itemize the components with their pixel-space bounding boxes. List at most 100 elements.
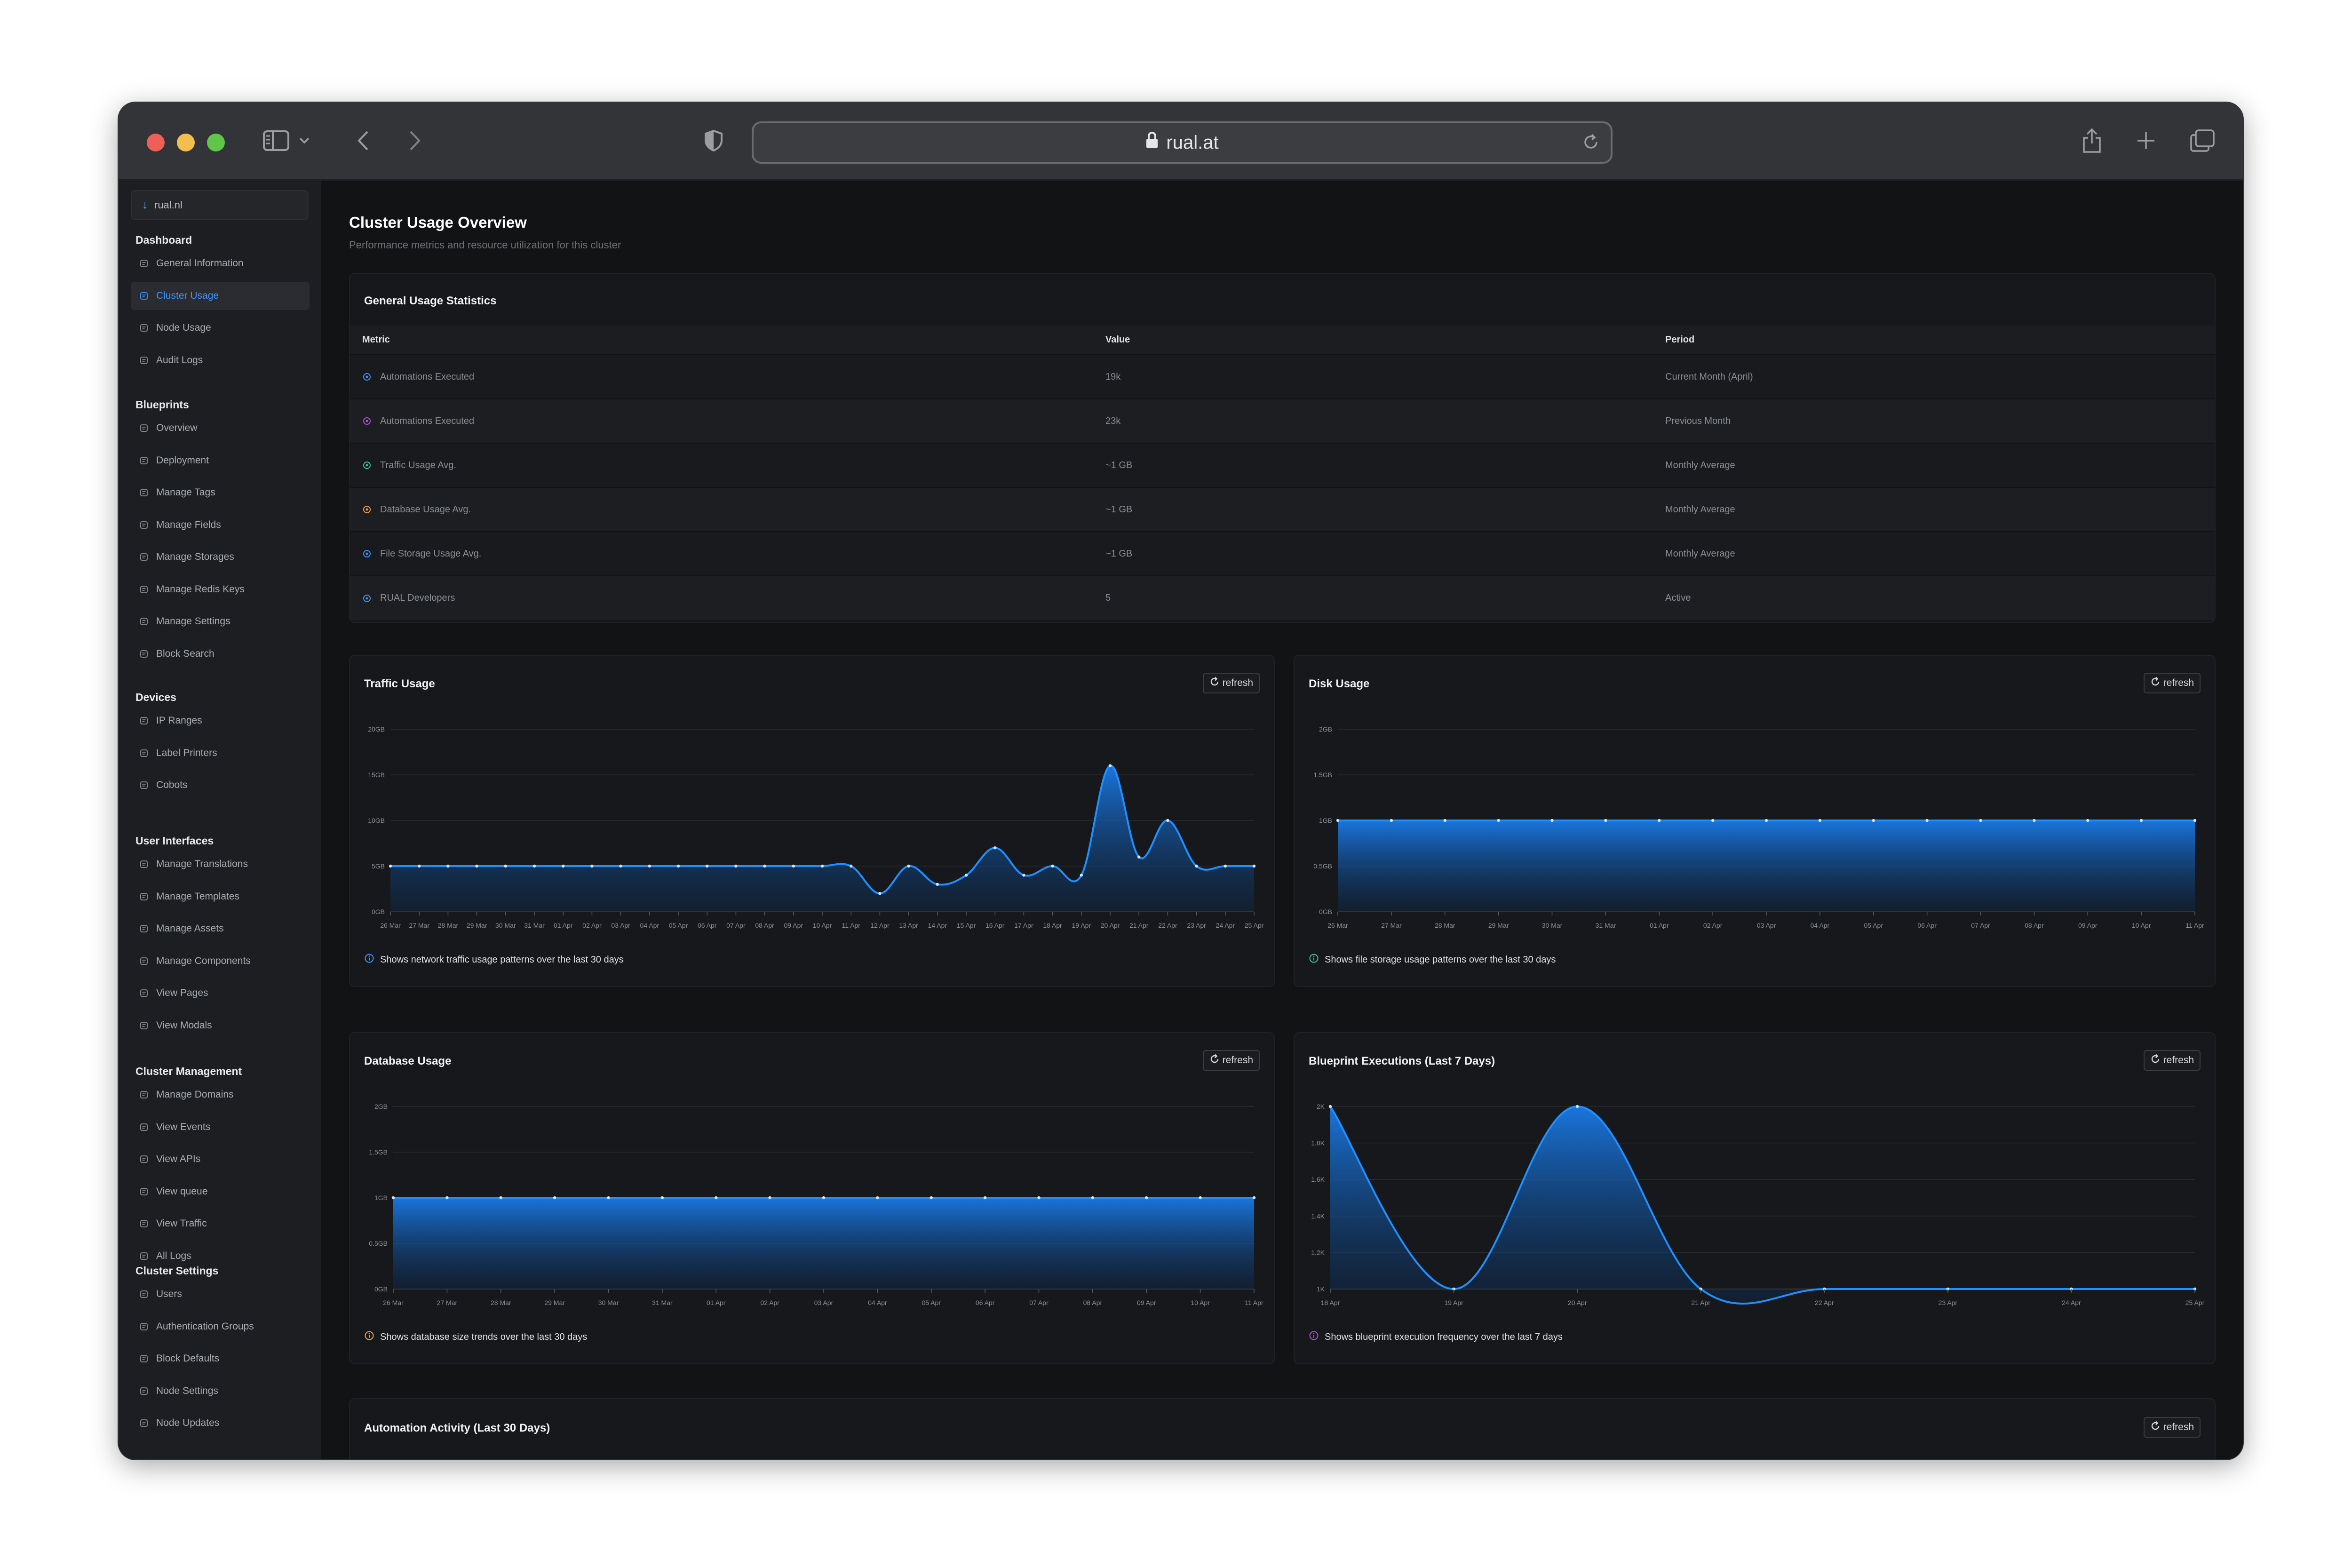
sidebar-item-node-updates[interactable]: Node Updates: [131, 1409, 310, 1437]
tabs-overview-icon[interactable]: [2188, 124, 2217, 157]
data-point[interactable]: [1550, 819, 1554, 822]
sidebar-item-manage-assets[interactable]: Manage Assets: [131, 915, 310, 943]
data-point[interactable]: [1497, 819, 1500, 822]
data-point[interactable]: [1224, 864, 1227, 868]
data-point[interactable]: [1328, 1105, 1332, 1108]
data-point[interactable]: [676, 864, 680, 868]
refresh-button[interactable]: refresh: [2143, 673, 2201, 693]
data-point[interactable]: [1711, 819, 1715, 822]
sidebar-item-view-events[interactable]: View Events: [131, 1113, 310, 1141]
data-point[interactable]: [475, 864, 478, 868]
sidebar-item-all-logs[interactable]: All Logs: [131, 1242, 310, 1270]
sidebar-item-authentication-groups[interactable]: Authentication Groups: [131, 1313, 310, 1341]
data-point[interactable]: [763, 864, 766, 868]
forward-icon[interactable]: [405, 124, 424, 157]
data-point[interactable]: [660, 1196, 664, 1200]
reload-icon[interactable]: [1581, 132, 1600, 157]
data-point[interactable]: [607, 1196, 610, 1200]
data-point[interactable]: [850, 864, 853, 868]
address-bar[interactable]: rual.at: [752, 121, 1613, 164]
data-point[interactable]: [1195, 864, 1198, 868]
data-point[interactable]: [993, 846, 997, 850]
data-point[interactable]: [1199, 1196, 1202, 1200]
refresh-button[interactable]: refresh: [2143, 1050, 2201, 1071]
refresh-button[interactable]: refresh: [2143, 1417, 2201, 1438]
data-point[interactable]: [876, 1196, 879, 1200]
sidebar-item-manage-settings[interactable]: Manage Settings: [131, 607, 310, 636]
data-point[interactable]: [391, 1196, 395, 1200]
data-point[interactable]: [504, 864, 507, 868]
data-point[interactable]: [936, 883, 939, 886]
data-point[interactable]: [1166, 819, 1169, 822]
data-point[interactable]: [878, 892, 882, 895]
data-point[interactable]: [532, 864, 536, 868]
sidebar-item-view-pages[interactable]: View Pages: [131, 979, 310, 1007]
data-point[interactable]: [445, 1196, 449, 1200]
sidebar-item-view-traffic[interactable]: View Traffic: [131, 1210, 310, 1238]
data-point[interactable]: [820, 864, 824, 868]
sidebar-item-cluster-usage[interactable]: Cluster Usage: [131, 281, 310, 310]
minimize-window-button[interactable]: [177, 134, 195, 151]
close-window-button[interactable]: [147, 134, 165, 151]
refresh-button[interactable]: refresh: [1202, 673, 1260, 693]
data-point[interactable]: [389, 864, 392, 868]
maximize-window-button[interactable]: [207, 134, 225, 151]
data-point[interactable]: [1051, 864, 1054, 868]
data-point[interactable]: [562, 864, 565, 868]
data-point[interactable]: [2086, 819, 2090, 822]
sidebar-item-manage-translations[interactable]: Manage Translations: [131, 850, 310, 878]
data-point[interactable]: [2193, 819, 2197, 822]
data-point[interactable]: [446, 864, 450, 868]
data-point[interactable]: [715, 1196, 718, 1200]
sidebar-item-label-printers[interactable]: Label Printers: [131, 739, 310, 767]
data-point[interactable]: [1336, 819, 1340, 822]
data-point[interactable]: [983, 1196, 987, 1200]
data-point[interactable]: [619, 864, 622, 868]
sidebar-item-manage-templates[interactable]: Manage Templates: [131, 883, 310, 911]
sidebar-item-node-settings[interactable]: Node Settings: [131, 1377, 310, 1405]
sidebar-item-manage-domains[interactable]: Manage Domains: [131, 1081, 310, 1109]
sidebar-item-audit-logs[interactable]: Audit Logs: [131, 346, 310, 374]
share-icon[interactable]: [2080, 124, 2104, 157]
sidebar-item-users[interactable]: Users: [131, 1280, 310, 1308]
data-point[interactable]: [1604, 819, 1607, 822]
sidebar-item-ip-ranges[interactable]: IP Ranges: [131, 707, 310, 735]
shield-icon[interactable]: [702, 124, 725, 157]
sidebar-item-manage-tags[interactable]: Manage Tags: [131, 478, 310, 507]
data-point[interactable]: [499, 1196, 502, 1200]
data-point[interactable]: [1145, 1196, 1148, 1200]
data-point[interactable]: [1390, 819, 1393, 822]
chevron-down-icon[interactable]: [297, 124, 311, 157]
data-point[interactable]: [1979, 819, 1982, 822]
data-point[interactable]: [1037, 1196, 1041, 1200]
sidebar-item-view-apis[interactable]: View APIs: [131, 1145, 310, 1173]
data-point[interactable]: [768, 1196, 771, 1200]
sidebar-item-block-defaults[interactable]: Block Defaults: [131, 1345, 310, 1373]
data-point[interactable]: [1091, 1196, 1095, 1200]
data-point[interactable]: [1925, 819, 1929, 822]
sidebar-item-manage-components[interactable]: Manage Components: [131, 947, 310, 975]
data-point[interactable]: [822, 1196, 826, 1200]
data-point[interactable]: [1022, 874, 1025, 877]
sidebar-item-manage-redis-keys[interactable]: Manage Redis Keys: [131, 575, 310, 604]
data-point[interactable]: [1108, 764, 1112, 767]
sidebar-item-overview[interactable]: Overview: [131, 414, 310, 442]
data-point[interactable]: [1764, 819, 1768, 822]
sidebar-item-deployment[interactable]: Deployment: [131, 446, 310, 475]
data-point[interactable]: [930, 1196, 933, 1200]
data-point[interactable]: [1443, 819, 1446, 822]
data-point[interactable]: [553, 1196, 556, 1200]
data-point[interactable]: [907, 864, 910, 868]
refresh-button[interactable]: refresh: [1202, 1050, 1260, 1071]
sidebar-item-manage-storages[interactable]: Manage Storages: [131, 543, 310, 571]
sidebar-item-general-information[interactable]: General Information: [131, 249, 310, 278]
data-point[interactable]: [1252, 1196, 1256, 1200]
data-point[interactable]: [418, 864, 421, 868]
data-point[interactable]: [1575, 1105, 1579, 1108]
site-selector[interactable]: ↓ rual.nl: [131, 190, 309, 220]
data-point[interactable]: [734, 864, 738, 868]
sidebar-item-view-queue[interactable]: View queue: [131, 1178, 310, 1206]
data-point[interactable]: [1080, 874, 1083, 877]
sidebar-item-view-modals[interactable]: View Modals: [131, 1011, 310, 1040]
back-icon[interactable]: [354, 124, 373, 157]
